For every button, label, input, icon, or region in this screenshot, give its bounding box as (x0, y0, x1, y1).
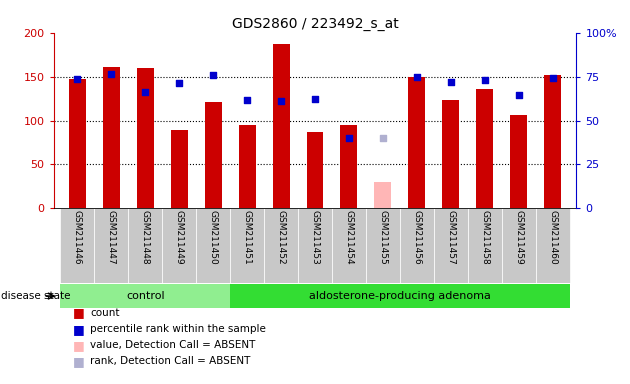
Bar (366, 208, 400, 283)
Bar (103, 66, 120, 208)
Text: ■: ■ (72, 339, 84, 352)
Text: GSM211460: GSM211460 (548, 210, 557, 265)
Text: GSM211448: GSM211448 (140, 210, 150, 265)
Bar (298, 208, 332, 283)
Bar (501, 208, 536, 283)
Text: count: count (90, 308, 120, 318)
Text: GSM211450: GSM211450 (209, 210, 217, 265)
Point (513, 93, 524, 99)
Point (446, 79, 456, 85)
Bar (374, 182, 391, 208)
Point (344, 135, 354, 141)
Bar (307, 132, 323, 208)
Point (412, 74, 422, 80)
Bar (544, 75, 561, 208)
Bar (162, 208, 196, 283)
Point (378, 135, 388, 141)
Bar (129, 208, 162, 283)
Text: ■: ■ (72, 306, 84, 319)
Point (310, 96, 320, 102)
Bar (434, 208, 468, 283)
Text: aldosterone-producing adenoma: aldosterone-producing adenoma (309, 291, 491, 301)
Bar (264, 208, 298, 283)
Text: GSM211459: GSM211459 (514, 210, 524, 265)
Bar (273, 44, 290, 208)
Text: rank, Detection Call = ABSENT: rank, Detection Call = ABSENT (90, 356, 251, 366)
Text: GSM211446: GSM211446 (73, 210, 82, 265)
Bar (510, 115, 527, 208)
Text: GSM211447: GSM211447 (106, 210, 116, 265)
Bar (332, 208, 366, 283)
Point (276, 98, 286, 104)
Point (479, 77, 490, 83)
Text: percentile rank within the sample: percentile rank within the sample (90, 324, 266, 334)
Bar (468, 208, 501, 283)
Point (72, 76, 83, 82)
Bar (442, 100, 459, 208)
Point (106, 71, 117, 78)
Bar (60, 284, 230, 308)
Text: value, Detection Call = ABSENT: value, Detection Call = ABSENT (90, 340, 256, 350)
Point (140, 89, 151, 95)
Text: control: control (126, 291, 164, 301)
Bar (230, 284, 570, 308)
Bar (230, 208, 264, 283)
Bar (137, 68, 154, 208)
Bar (340, 125, 357, 208)
Title: GDS2860 / 223492_s_at: GDS2860 / 223492_s_at (232, 17, 398, 31)
Text: GSM211449: GSM211449 (175, 210, 184, 265)
Bar (536, 208, 570, 283)
Bar (60, 208, 94, 283)
Bar (196, 208, 230, 283)
Text: GSM211458: GSM211458 (480, 210, 490, 265)
Point (208, 72, 218, 78)
Text: GSM211451: GSM211451 (243, 210, 251, 265)
Bar (400, 208, 434, 283)
Bar (408, 77, 425, 208)
Bar (171, 129, 188, 208)
Text: GSM211453: GSM211453 (311, 210, 319, 265)
Text: GSM211455: GSM211455 (379, 210, 387, 265)
Bar (476, 89, 493, 208)
Text: GSM211457: GSM211457 (446, 210, 455, 265)
Bar (205, 101, 222, 208)
Text: ■: ■ (72, 323, 84, 336)
Text: disease state: disease state (1, 291, 70, 301)
Text: GSM211452: GSM211452 (277, 210, 285, 265)
Point (242, 97, 252, 103)
Text: GSM211454: GSM211454 (345, 210, 353, 265)
Bar (69, 79, 86, 208)
Text: ■: ■ (72, 355, 84, 368)
Text: GSM211456: GSM211456 (413, 210, 421, 265)
Bar (94, 208, 129, 283)
Bar (239, 125, 256, 208)
Point (174, 80, 184, 86)
Point (547, 75, 558, 81)
